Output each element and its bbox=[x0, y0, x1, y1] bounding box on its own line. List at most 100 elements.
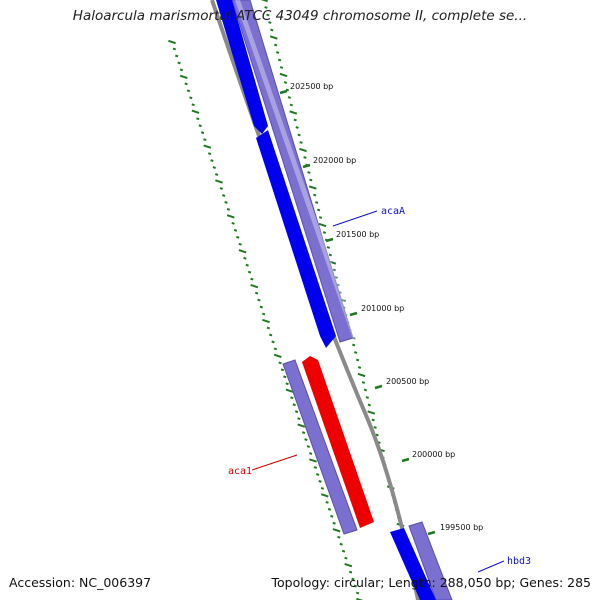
tick-label-200000: 200000 bp bbox=[412, 450, 455, 459]
gene-arrow-aca1[interactable] bbox=[302, 356, 374, 528]
inner-ruler-dash bbox=[203, 138, 207, 142]
outer-ruler-dash bbox=[277, 58, 282, 62]
inner-ruler-dash bbox=[214, 173, 219, 176]
inner-ruler-dash bbox=[332, 528, 341, 533]
outer-ruler-dash bbox=[357, 366, 362, 369]
inner-ruler-dash bbox=[306, 445, 310, 448]
outer-ruler-dash bbox=[274, 43, 278, 47]
ruler-major-tick bbox=[349, 311, 358, 317]
inner-ruler-dash bbox=[308, 452, 313, 455]
inner-ruler-dash bbox=[285, 388, 294, 393]
outer-ruler-dash bbox=[279, 66, 284, 69]
outer-ruler-dash bbox=[352, 343, 356, 347]
outer-ruler-dash bbox=[264, 6, 268, 9]
inner-ruler-dash bbox=[259, 305, 263, 309]
inner-ruler-dash bbox=[271, 340, 275, 344]
inner-ruler-dash bbox=[233, 228, 238, 232]
gene-label-acaA[interactable]: acaA bbox=[381, 206, 405, 217]
inner-ruler-dash bbox=[254, 291, 259, 295]
inner-ruler-dash bbox=[278, 361, 282, 365]
outer-ruler-dash bbox=[313, 193, 317, 197]
outer-ruler-dash bbox=[332, 268, 336, 272]
inner-ruler-dash bbox=[257, 298, 261, 302]
inner-ruler-dash bbox=[353, 584, 357, 588]
inner-ruler-dash bbox=[261, 312, 266, 316]
inner-ruler-dash bbox=[266, 326, 271, 330]
outer-ruler-dash bbox=[266, 13, 270, 17]
cds-band-acaA[interactable] bbox=[231, 0, 354, 343]
inner-ruler-dash bbox=[200, 131, 205, 135]
inner-ruler-dash bbox=[304, 438, 308, 441]
outer-ruler-dash bbox=[289, 110, 298, 115]
outer-ruler-dash bbox=[326, 246, 331, 249]
map-title: Haloarcula marismortui ATCC 43049 chromo… bbox=[72, 8, 528, 24]
outer-ruler-dash bbox=[353, 351, 358, 354]
outer-ruler-dash bbox=[283, 81, 288, 84]
inner-ruler-dash bbox=[262, 318, 270, 324]
inner-ruler-dash bbox=[210, 159, 214, 162]
gene-arrow-acaA[interactable] bbox=[256, 130, 336, 348]
outer-ruler-dash bbox=[295, 126, 299, 129]
inner-ruler-dash bbox=[215, 179, 223, 184]
inner-ruler-dash bbox=[269, 333, 273, 337]
inner-ruler-dash bbox=[292, 403, 296, 407]
outer-ruler-dash bbox=[367, 403, 371, 407]
outer-ruler-dash bbox=[365, 396, 370, 399]
ruler-major-tick bbox=[302, 163, 311, 169]
outer-ruler-dash bbox=[314, 201, 319, 204]
inner-ruler-dash bbox=[344, 562, 353, 568]
ruler-major-tick bbox=[401, 457, 410, 463]
inner-ruler-dash bbox=[219, 187, 224, 190]
gene-arrow-hbd3[interactable] bbox=[390, 528, 436, 600]
outer-ruler-dash bbox=[268, 21, 272, 24]
inner-ruler-dash bbox=[236, 235, 240, 239]
outer-ruler-dash bbox=[373, 426, 377, 429]
inner-ruler-dash bbox=[339, 542, 343, 546]
inner-ruler-dash bbox=[325, 500, 329, 504]
inner-ruler-dash bbox=[196, 117, 200, 121]
outer-ruler-dash bbox=[367, 410, 376, 415]
inner-ruler-dash bbox=[238, 242, 242, 246]
tick-label-202000: 202000 bp bbox=[313, 156, 356, 165]
cds-band-aca1[interactable] bbox=[282, 359, 358, 535]
gene-arrow-upstream[interactable] bbox=[216, 0, 268, 134]
gene-label-aca1[interactable]: aca1 bbox=[228, 466, 252, 477]
inner-ruler-dash bbox=[191, 103, 195, 107]
tick-label-199500: 199500 bp bbox=[440, 523, 483, 532]
outer-ruler-dash bbox=[299, 147, 307, 153]
outer-ruler-dash bbox=[293, 118, 297, 122]
inner-ruler-dash bbox=[191, 109, 200, 114]
inner-ruler-dash bbox=[309, 458, 317, 463]
inner-ruler-dash bbox=[203, 144, 212, 149]
outer-ruler-dash bbox=[316, 208, 321, 212]
outer-ruler-dash bbox=[309, 178, 313, 182]
outer-ruler-dash bbox=[328, 253, 332, 257]
inner-ruler-dashes bbox=[168, 39, 364, 600]
inner-ruler-dash bbox=[320, 493, 329, 498]
inner-ruler-dash bbox=[313, 466, 318, 469]
inner-ruler-dash bbox=[301, 431, 306, 434]
outer-ruler-dash bbox=[279, 72, 288, 78]
leader-line-acaA bbox=[332, 210, 378, 227]
outer-ruler-dash bbox=[318, 222, 327, 228]
gene-label-hbd3[interactable]: hbd3 bbox=[507, 556, 531, 567]
outer-ruler-dash bbox=[285, 88, 290, 92]
outer-ruler-dash bbox=[375, 433, 379, 437]
inner-ruler-dash bbox=[330, 514, 334, 518]
inner-ruler-dash bbox=[172, 47, 177, 51]
topology-summary: Topology: circular; Length: 288,050 bp; … bbox=[271, 575, 592, 590]
cds-band-hbd3[interactable] bbox=[408, 521, 453, 600]
inner-ruler-dash bbox=[243, 256, 247, 260]
tick-label-200500: 200500 bp bbox=[386, 377, 429, 386]
inner-ruler-dash bbox=[175, 54, 179, 58]
leader-line-aca1 bbox=[251, 454, 298, 471]
inner-ruler-dash bbox=[224, 201, 228, 204]
inner-ruler-dash bbox=[238, 249, 247, 254]
tick-label-201500: 201500 bp bbox=[336, 230, 379, 239]
tick-label-202500: 202500 bp bbox=[290, 82, 333, 91]
inner-ruler-dash bbox=[316, 473, 320, 476]
inner-ruler-dash bbox=[327, 507, 332, 511]
inner-ruler-dash bbox=[320, 487, 325, 490]
inner-ruler-dash bbox=[198, 124, 202, 128]
